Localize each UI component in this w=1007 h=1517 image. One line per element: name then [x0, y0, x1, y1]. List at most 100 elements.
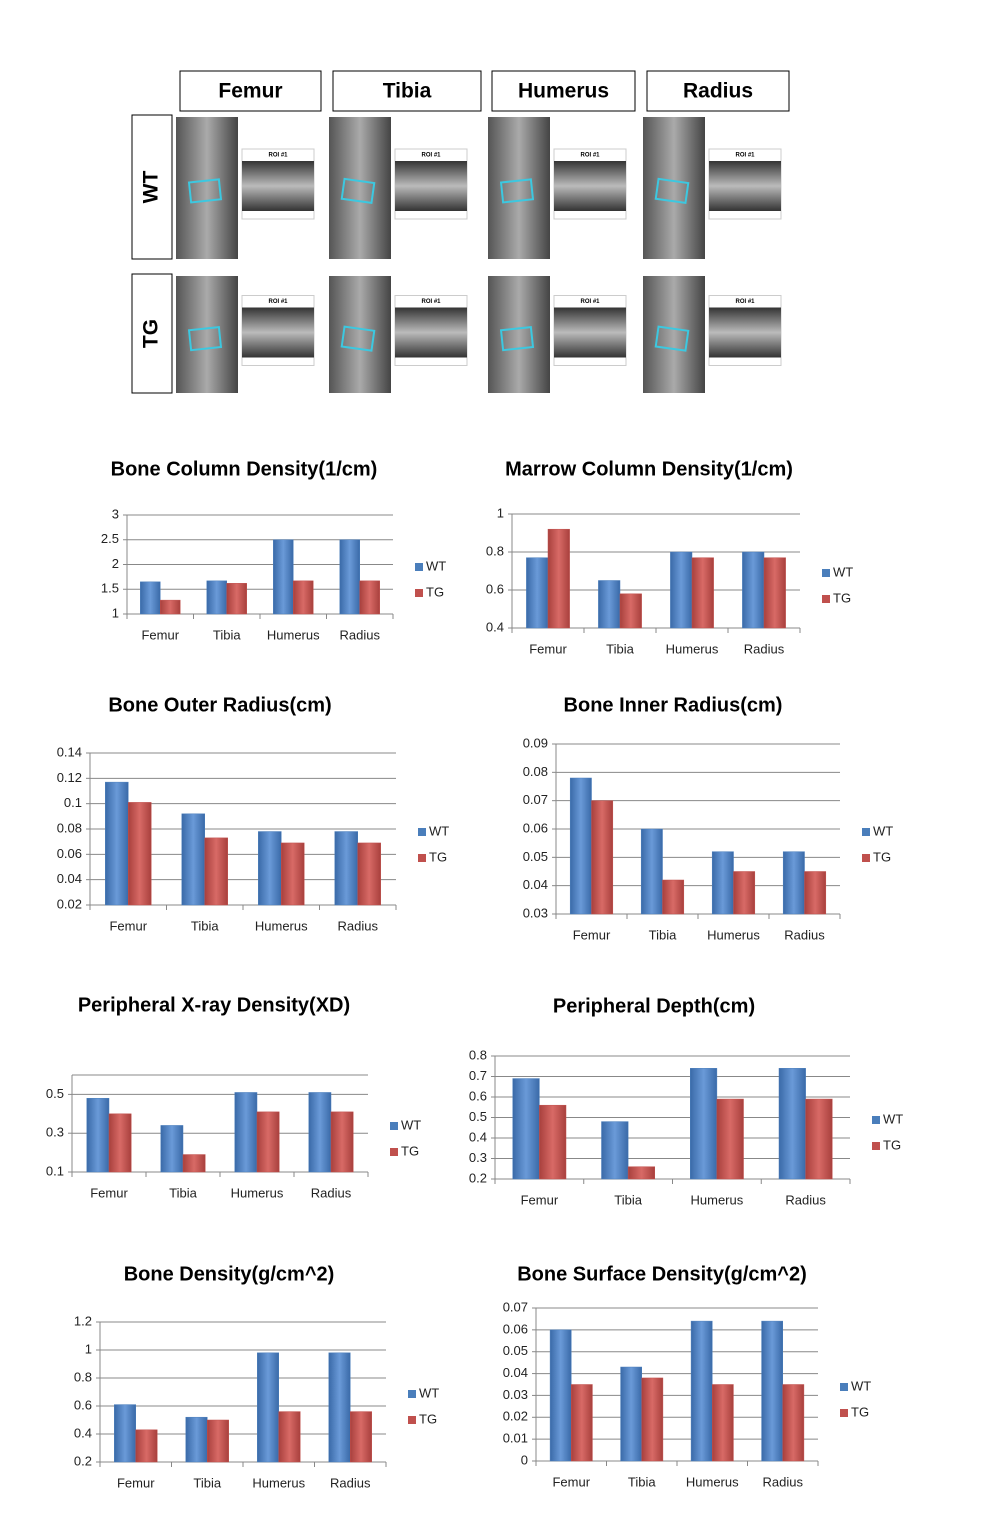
bar: [778, 1068, 806, 1180]
bar: [782, 1384, 805, 1462]
y-tick-label: 0.1: [64, 795, 82, 810]
legend-swatch: [408, 1390, 416, 1398]
bar: [226, 583, 247, 615]
y-tick-label: 0.03: [503, 1387, 528, 1402]
roi-image: [242, 161, 314, 211]
x-tick-label: Radius: [785, 1192, 826, 1207]
bar: [258, 831, 282, 906]
bar: [181, 813, 206, 906]
y-tick-label: 0.05: [523, 849, 548, 864]
legend-swatch: [840, 1383, 848, 1391]
y-tick-label: 0.6: [74, 1397, 92, 1412]
roi-label: ROI #1: [421, 299, 441, 305]
y-tick-label: 2: [112, 556, 119, 571]
legend-swatch: [862, 854, 870, 862]
xray-image: [643, 276, 705, 393]
y-tick-label: 0.04: [57, 871, 82, 886]
x-tick-label: Tibia: [191, 918, 219, 933]
y-tick-label: 0: [521, 1452, 528, 1467]
y-tick-label: 0.01: [503, 1431, 528, 1446]
x-tick-label: Femur: [117, 1475, 155, 1490]
bar: [185, 1416, 208, 1463]
roi-box: [654, 177, 690, 205]
y-tick-label: 1.2: [74, 1313, 92, 1328]
roi-image: [395, 307, 467, 358]
y-tick-label: 0.02: [503, 1409, 528, 1424]
y-tick-label: 0.12: [57, 770, 82, 785]
x-tick-label: Humerus: [691, 1192, 744, 1207]
roi-box: [340, 325, 376, 352]
xray-image: [176, 117, 238, 259]
legend-label: TG: [426, 584, 444, 599]
y-tick-label: 0.4: [469, 1129, 487, 1144]
x-tick-label: Tibia: [193, 1475, 221, 1490]
bar: [160, 599, 181, 615]
legend-label: TG: [419, 1411, 437, 1426]
bar: [691, 557, 714, 629]
chart-title: Marrow Column Density(1/cm): [505, 458, 793, 480]
bar: [273, 539, 294, 615]
chart-title: Bone Outer Radius(cm): [108, 694, 331, 716]
bar: [549, 1329, 572, 1462]
legend-swatch: [415, 589, 423, 597]
xray-image: [176, 276, 238, 393]
legend-swatch: [415, 563, 423, 571]
y-tick-label: 0.07: [503, 1299, 528, 1314]
legend-swatch: [408, 1416, 416, 1424]
bar: [359, 580, 380, 615]
x-tick-label: Tibia: [213, 627, 241, 642]
legend-label: WT: [401, 1117, 421, 1132]
bar: [598, 580, 621, 629]
legend-label: TG: [873, 849, 891, 864]
legend-label: WT: [419, 1385, 439, 1400]
chart-title: Bone Surface Density(g/cm^2): [517, 1263, 807, 1285]
row-header: WT: [140, 171, 163, 204]
bar: [334, 831, 358, 906]
y-tick-label: 2.5: [101, 531, 119, 546]
y-tick-label: 0.04: [503, 1365, 528, 1380]
legend-swatch: [390, 1122, 398, 1130]
bar: [711, 851, 734, 915]
y-tick-label: 1: [497, 505, 504, 520]
roi-box: [654, 325, 690, 352]
bar: [670, 551, 693, 629]
bar: [330, 1111, 354, 1173]
bar: [804, 871, 827, 915]
roi-image: [709, 307, 781, 358]
y-tick-label: 0.3: [46, 1125, 64, 1140]
y-tick-label: 0.4: [74, 1425, 92, 1440]
x-tick-label: Radius: [744, 641, 785, 656]
y-tick-label: 0.3: [469, 1150, 487, 1165]
bar: [207, 1419, 229, 1463]
bar: [547, 528, 570, 629]
y-tick-label: 0.8: [486, 543, 504, 558]
bar: [805, 1098, 833, 1180]
bar: [278, 1411, 301, 1463]
roi-image: [395, 161, 467, 211]
y-tick-label: 0.14: [57, 744, 82, 759]
bar: [328, 1352, 351, 1463]
bar: [601, 1121, 629, 1180]
y-tick-label: 0.06: [503, 1321, 528, 1336]
roi-image: [554, 307, 626, 358]
bar: [140, 581, 161, 615]
bar: [512, 1078, 540, 1180]
bar: [539, 1104, 567, 1180]
roi-box: [499, 178, 535, 204]
roi-box: [499, 326, 535, 352]
bar: [114, 1404, 137, 1463]
bar: [108, 1113, 132, 1173]
xray-image: [488, 117, 550, 259]
legend-swatch: [390, 1148, 398, 1156]
bar: [571, 1384, 593, 1462]
column-header: Femur: [218, 80, 282, 103]
x-tick-label: Radius: [338, 918, 379, 933]
y-tick-label: 0.6: [486, 581, 504, 596]
y-tick-label: 0.7: [469, 1068, 487, 1083]
x-tick-label: Tibia: [649, 927, 677, 942]
legend-label: TG: [833, 590, 851, 605]
y-tick-label: 0.09: [523, 735, 548, 750]
x-tick-label: Femur: [141, 627, 179, 642]
